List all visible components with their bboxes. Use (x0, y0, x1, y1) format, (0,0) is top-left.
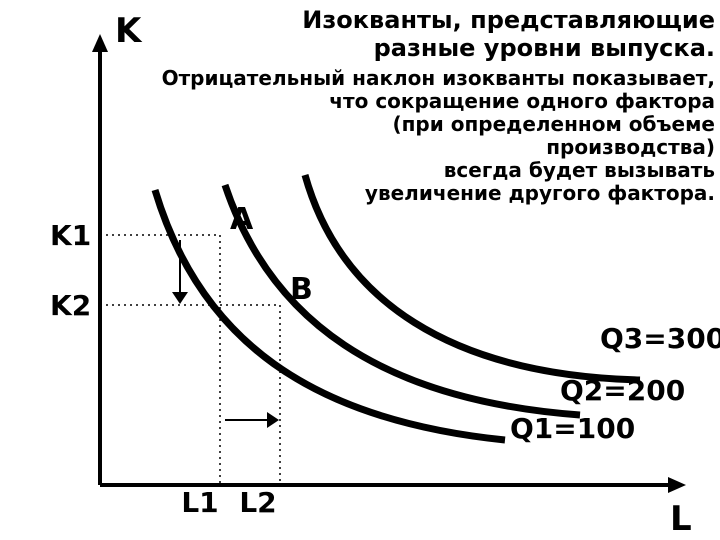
explanation-line: производства) (546, 135, 715, 159)
x-axis-arrow (668, 477, 686, 493)
arrow-k-decrease-head (172, 292, 188, 304)
explanation-line: увеличение другого фактора. (365, 181, 715, 205)
point-label-b: B (290, 272, 313, 307)
l-tick-label: L2 (239, 486, 276, 519)
explanation-line: (при определенном объеме (392, 112, 715, 136)
x-axis-label: L (670, 499, 692, 539)
curve-label: Q3=300 (600, 322, 720, 355)
k-tick-label: K2 (50, 289, 91, 322)
curve-label: Q1=100 (510, 412, 635, 445)
explanation-line: всегда будет вызывать (444, 158, 715, 182)
arrow-l-increase-head (267, 412, 279, 428)
isoquant-q2 (225, 185, 580, 415)
y-axis-label: K (115, 11, 143, 51)
title-line-1: Изокванты, представляющие (302, 6, 715, 34)
y-axis-arrow (92, 34, 108, 52)
isoquant-diagram: K L Изокванты, представляющиеразные уровни… (0, 0, 720, 540)
point-label-a: A (230, 202, 254, 237)
isoquant-q1 (155, 190, 505, 440)
explanation-line: что сокращение одного фактора (329, 89, 715, 113)
explanation-line: Отрицательный наклон изокванты показывае… (162, 66, 715, 90)
curve-label: Q2=200 (560, 374, 685, 407)
title-line-2: разные уровни выпуска. (374, 34, 715, 62)
k-tick-label: K1 (50, 219, 91, 252)
l-tick-label: L1 (181, 486, 218, 519)
